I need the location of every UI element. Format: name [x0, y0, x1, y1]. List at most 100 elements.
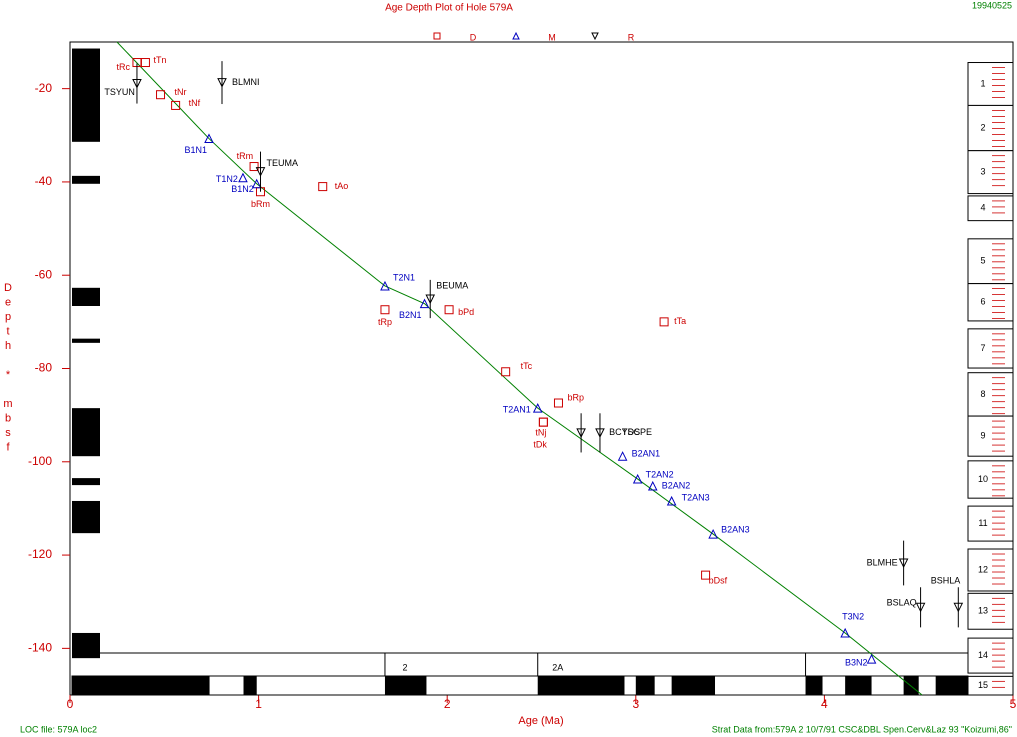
triangle-marker [532, 403, 543, 413]
point-label: T3N2 [842, 611, 864, 621]
point-label: bPd [458, 307, 474, 317]
triangle-marker [238, 172, 248, 183]
point-label: BCYDS [609, 427, 640, 437]
polarity-band [72, 175, 100, 184]
point-label: T2N1 [393, 272, 415, 282]
down-triangle-marker [953, 602, 964, 613]
zone-label: 11 [978, 518, 987, 528]
zone-box [967, 460, 1014, 499]
polarity-age-band [71, 676, 210, 695]
down-triangle-marker [255, 167, 266, 177]
x-tick-label: 5 [1010, 697, 1017, 711]
point-label: bRp [567, 392, 584, 402]
square-marker [380, 305, 390, 315]
x-tick-label: 0 [67, 697, 74, 711]
square-marker [501, 367, 511, 377]
zone-box [967, 548, 1014, 592]
polarity-band [72, 48, 100, 142]
square-marker [249, 162, 259, 172]
point-label: B2AN1 [632, 449, 661, 459]
zone-label: 6 [980, 297, 985, 307]
point-label: tNr [175, 87, 187, 97]
point-label: tRc [116, 62, 130, 72]
down-triangle-marker [217, 78, 227, 88]
down-triangle-marker [576, 428, 586, 438]
square-marker [444, 305, 454, 315]
triangle-marker [866, 653, 877, 664]
point-label: TSYUN [104, 87, 135, 97]
zone-box [967, 372, 1014, 417]
x-tick-label: 1 [255, 697, 262, 711]
legend-label: M [548, 32, 556, 42]
point-label: B2N1 [399, 310, 422, 320]
point-label: tTa [674, 316, 686, 326]
x-tick-label: 4 [821, 697, 828, 711]
triangle-marker [840, 627, 850, 638]
polarity-age-band [903, 676, 919, 695]
square-marker [553, 398, 563, 408]
point-label: T1N2 [216, 174, 238, 184]
point-label: TEUMA [266, 158, 298, 168]
x-tick-label: 2 [444, 697, 451, 711]
triangle-marker [617, 451, 628, 461]
down-triangle-marker [132, 79, 142, 89]
point-label: tNf [189, 98, 201, 108]
point-label: B2AN2 [662, 480, 691, 490]
zone-label: 12 [978, 564, 988, 574]
zone-label: 7 [980, 343, 985, 353]
point-label: T2AN1 [503, 405, 531, 415]
y-tick-label: -20 [35, 81, 53, 95]
polarity-age-band [671, 676, 716, 695]
point-label: tRm [237, 151, 254, 161]
polarity-age-band [935, 676, 972, 695]
point-label: T2AN3 [682, 492, 710, 502]
zone-box [967, 328, 1014, 369]
polarity-age-band [537, 676, 625, 695]
polarity-band [72, 632, 100, 659]
point-label: tTn [153, 55, 166, 65]
y-tick-label: -140 [28, 641, 52, 655]
zone-box [967, 592, 1014, 630]
triangle-marker [647, 480, 658, 491]
point-label: tDk [533, 440, 547, 450]
point-label: T2AN2 [646, 469, 674, 479]
point-label: BEUMA [436, 280, 468, 290]
point-label: tTc [521, 361, 533, 371]
square-marker [538, 417, 548, 427]
y-tick-label: -60 [35, 267, 53, 281]
zone-label: 14 [978, 650, 988, 660]
zone-label: 13 [978, 606, 988, 616]
polarity-age-band [805, 676, 823, 695]
polarity-age-band [243, 676, 257, 695]
polarity-age-band [635, 676, 655, 695]
polarity-band [72, 287, 100, 306]
zone-label: 5 [980, 256, 985, 266]
y-tick-label: -100 [28, 454, 52, 468]
square-marker [318, 182, 328, 192]
triangle-marker [708, 528, 718, 539]
point-label: B2AN3 [721, 524, 750, 534]
point-label: BSHLA [931, 576, 961, 586]
y-tick-label: -40 [35, 174, 53, 188]
point-label: tRp [378, 317, 392, 327]
point-label: B3N2 [845, 657, 868, 667]
down-triangle-marker [595, 428, 605, 438]
polarity-band [72, 478, 100, 486]
zone-label: 4 [980, 203, 985, 213]
triangle-marker [666, 495, 677, 506]
zone-box [967, 505, 1014, 542]
polarity-band [72, 408, 100, 457]
y-tick-label: -120 [28, 547, 52, 561]
polarity-age-band [845, 676, 872, 695]
zone-label: 2 [980, 122, 985, 132]
square-marker [156, 90, 166, 100]
legend-label: R [628, 32, 635, 42]
zone-label: 1 [980, 78, 985, 88]
zone-label: 3 [980, 167, 985, 177]
triangle-marker [251, 178, 262, 189]
square-marker [538, 417, 548, 427]
y-tick-label: -80 [35, 361, 53, 375]
chron-label: 2A [552, 662, 563, 672]
legend-marker [591, 32, 599, 41]
zone-label: 9 [980, 431, 985, 441]
